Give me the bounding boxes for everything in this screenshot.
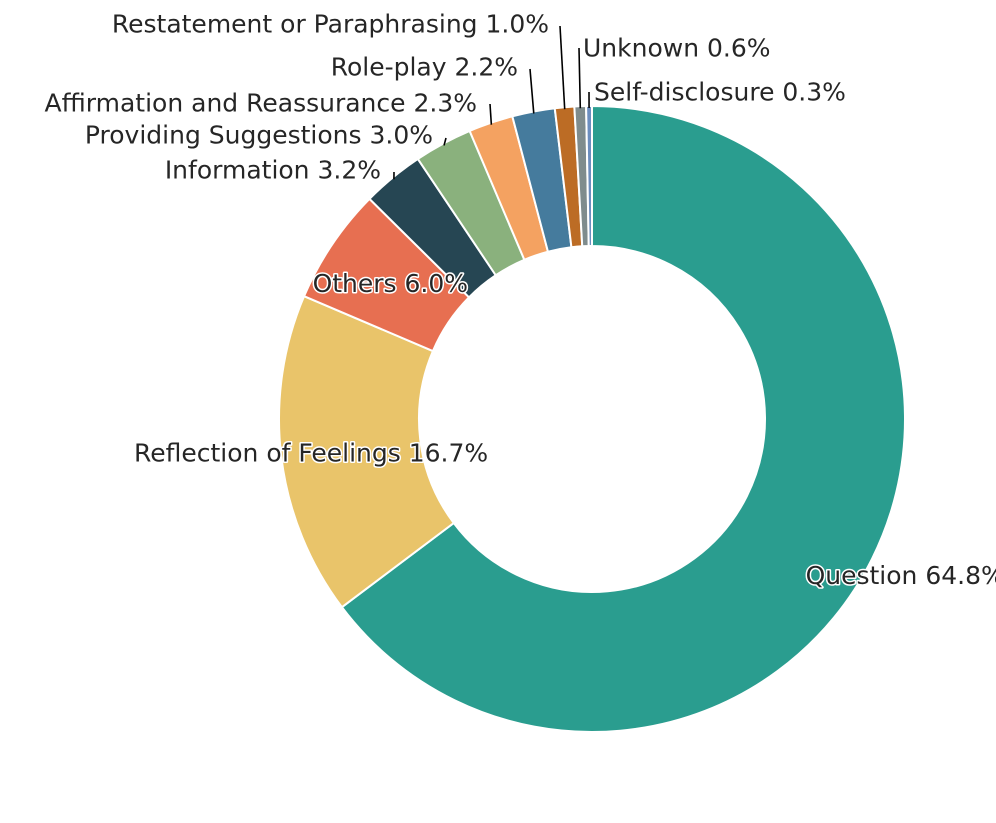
label-role-play: Role-play 2.2%	[331, 53, 518, 82]
leader-line-restatement-or-paraphrasing	[559, 25, 566, 110]
leader-line-role-play	[529, 68, 535, 114]
slice-self-disclosure	[585, 104, 593, 248]
leader-line-affirmation-and-reassurance	[489, 103, 493, 125]
leader-line-unknown	[578, 47, 582, 109]
leader-line-providing-suggestions	[443, 137, 447, 146]
label-others: Others 6.0%	[313, 269, 468, 298]
leader-lines-group	[393, 25, 590, 180]
label-unknown: Unknown 0.6%	[583, 34, 771, 63]
label-question: Question 64.8%	[806, 561, 996, 590]
label-affirmation-and-reassurance: Affirmation and Reassurance 2.3%	[45, 89, 477, 118]
label-restatement-or-paraphrasing: Restatement or Paraphrasing 1.0%	[112, 10, 549, 39]
label-reflection-of-feelings: Reflection of Feelings 16.7%	[134, 439, 488, 468]
label-information: Information 3.2%	[165, 156, 381, 185]
label-self-disclosure: Self-disclosure 0.3%	[594, 78, 846, 107]
slice-question	[340, 104, 906, 733]
labels-group: Question 64.8% Reflection of Feelings 16.…	[45, 10, 996, 592]
label-providing-suggestions: Providing Suggestions 3.0%	[85, 121, 433, 150]
slice-reflection-of-feelings	[278, 294, 456, 609]
slices-group	[278, 104, 906, 733]
